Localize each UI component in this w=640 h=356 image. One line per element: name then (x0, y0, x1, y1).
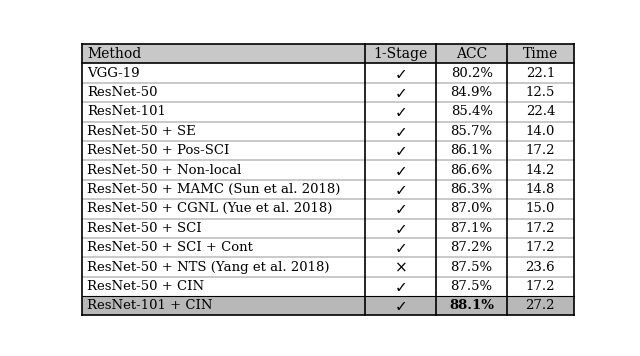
Text: 22.4: 22.4 (525, 105, 555, 119)
Text: 87.5%: 87.5% (451, 280, 493, 293)
Text: 86.3%: 86.3% (451, 183, 493, 196)
Text: $\checkmark$: $\checkmark$ (394, 298, 406, 313)
Text: 87.0%: 87.0% (451, 202, 493, 215)
Text: 23.6: 23.6 (525, 261, 555, 273)
Text: ResNet-101 + CIN: ResNet-101 + CIN (88, 299, 213, 312)
Text: 17.2: 17.2 (525, 280, 555, 293)
Text: $\checkmark$: $\checkmark$ (394, 201, 406, 216)
Text: ResNet-50 + Non-local: ResNet-50 + Non-local (88, 164, 242, 177)
Bar (83, 44, 573, 63)
Text: 85.7%: 85.7% (451, 125, 493, 138)
Text: $\checkmark$: $\checkmark$ (394, 163, 406, 178)
Text: 87.5%: 87.5% (451, 261, 493, 273)
Text: $\checkmark$: $\checkmark$ (394, 66, 406, 81)
Text: ResNet-101: ResNet-101 (88, 105, 166, 119)
Text: 17.2: 17.2 (525, 144, 555, 157)
Text: ResNet-50 + SE: ResNet-50 + SE (88, 125, 196, 138)
Text: 22.1: 22.1 (525, 67, 555, 80)
Text: $\checkmark$: $\checkmark$ (394, 182, 406, 197)
Text: $\times$: $\times$ (394, 260, 407, 274)
Text: ResNet-50 + MAMC (Sun et al. 2018): ResNet-50 + MAMC (Sun et al. 2018) (88, 183, 341, 196)
Text: $\checkmark$: $\checkmark$ (394, 279, 406, 294)
Text: ACC: ACC (456, 47, 487, 61)
Text: ResNet-50 + SCI: ResNet-50 + SCI (88, 222, 202, 235)
Text: ResNet-50 + CGNL (Yue et al. 2018): ResNet-50 + CGNL (Yue et al. 2018) (88, 202, 333, 215)
Text: ResNet-50: ResNet-50 (88, 86, 158, 99)
Text: 15.0: 15.0 (525, 202, 555, 215)
Text: ResNet-50 + SCI + Cont: ResNet-50 + SCI + Cont (88, 241, 253, 254)
Text: $\checkmark$: $\checkmark$ (394, 240, 406, 255)
Text: ResNet-50 + NTS (Yang et al. 2018): ResNet-50 + NTS (Yang et al. 2018) (88, 261, 330, 273)
Text: 17.2: 17.2 (525, 241, 555, 254)
Text: $\checkmark$: $\checkmark$ (394, 124, 406, 139)
Text: $\checkmark$: $\checkmark$ (394, 221, 406, 236)
Text: Method: Method (88, 47, 141, 61)
Text: VGG-19: VGG-19 (88, 67, 140, 80)
Text: 87.1%: 87.1% (451, 222, 493, 235)
Text: ResNet-50 + Pos-SCI: ResNet-50 + Pos-SCI (88, 144, 230, 157)
Text: 87.2%: 87.2% (451, 241, 493, 254)
Text: ResNet-50 + CIN: ResNet-50 + CIN (88, 280, 205, 293)
Text: 14.2: 14.2 (525, 164, 555, 177)
Text: 86.1%: 86.1% (451, 144, 493, 157)
Text: 12.5: 12.5 (525, 86, 555, 99)
Text: $\checkmark$: $\checkmark$ (394, 85, 406, 100)
Text: 88.1%: 88.1% (449, 299, 494, 312)
Bar (83, 296, 573, 315)
Text: 14.0: 14.0 (525, 125, 555, 138)
Text: 27.2: 27.2 (525, 299, 555, 312)
Text: 17.2: 17.2 (525, 222, 555, 235)
Text: 86.6%: 86.6% (451, 164, 493, 177)
Text: 84.9%: 84.9% (451, 86, 493, 99)
Text: 1-Stage: 1-Stage (373, 47, 428, 61)
Text: 80.2%: 80.2% (451, 67, 493, 80)
Text: $\checkmark$: $\checkmark$ (394, 104, 406, 119)
Text: Time: Time (523, 47, 558, 61)
Text: $\checkmark$: $\checkmark$ (394, 143, 406, 158)
Text: 14.8: 14.8 (525, 183, 555, 196)
Text: 85.4%: 85.4% (451, 105, 493, 119)
